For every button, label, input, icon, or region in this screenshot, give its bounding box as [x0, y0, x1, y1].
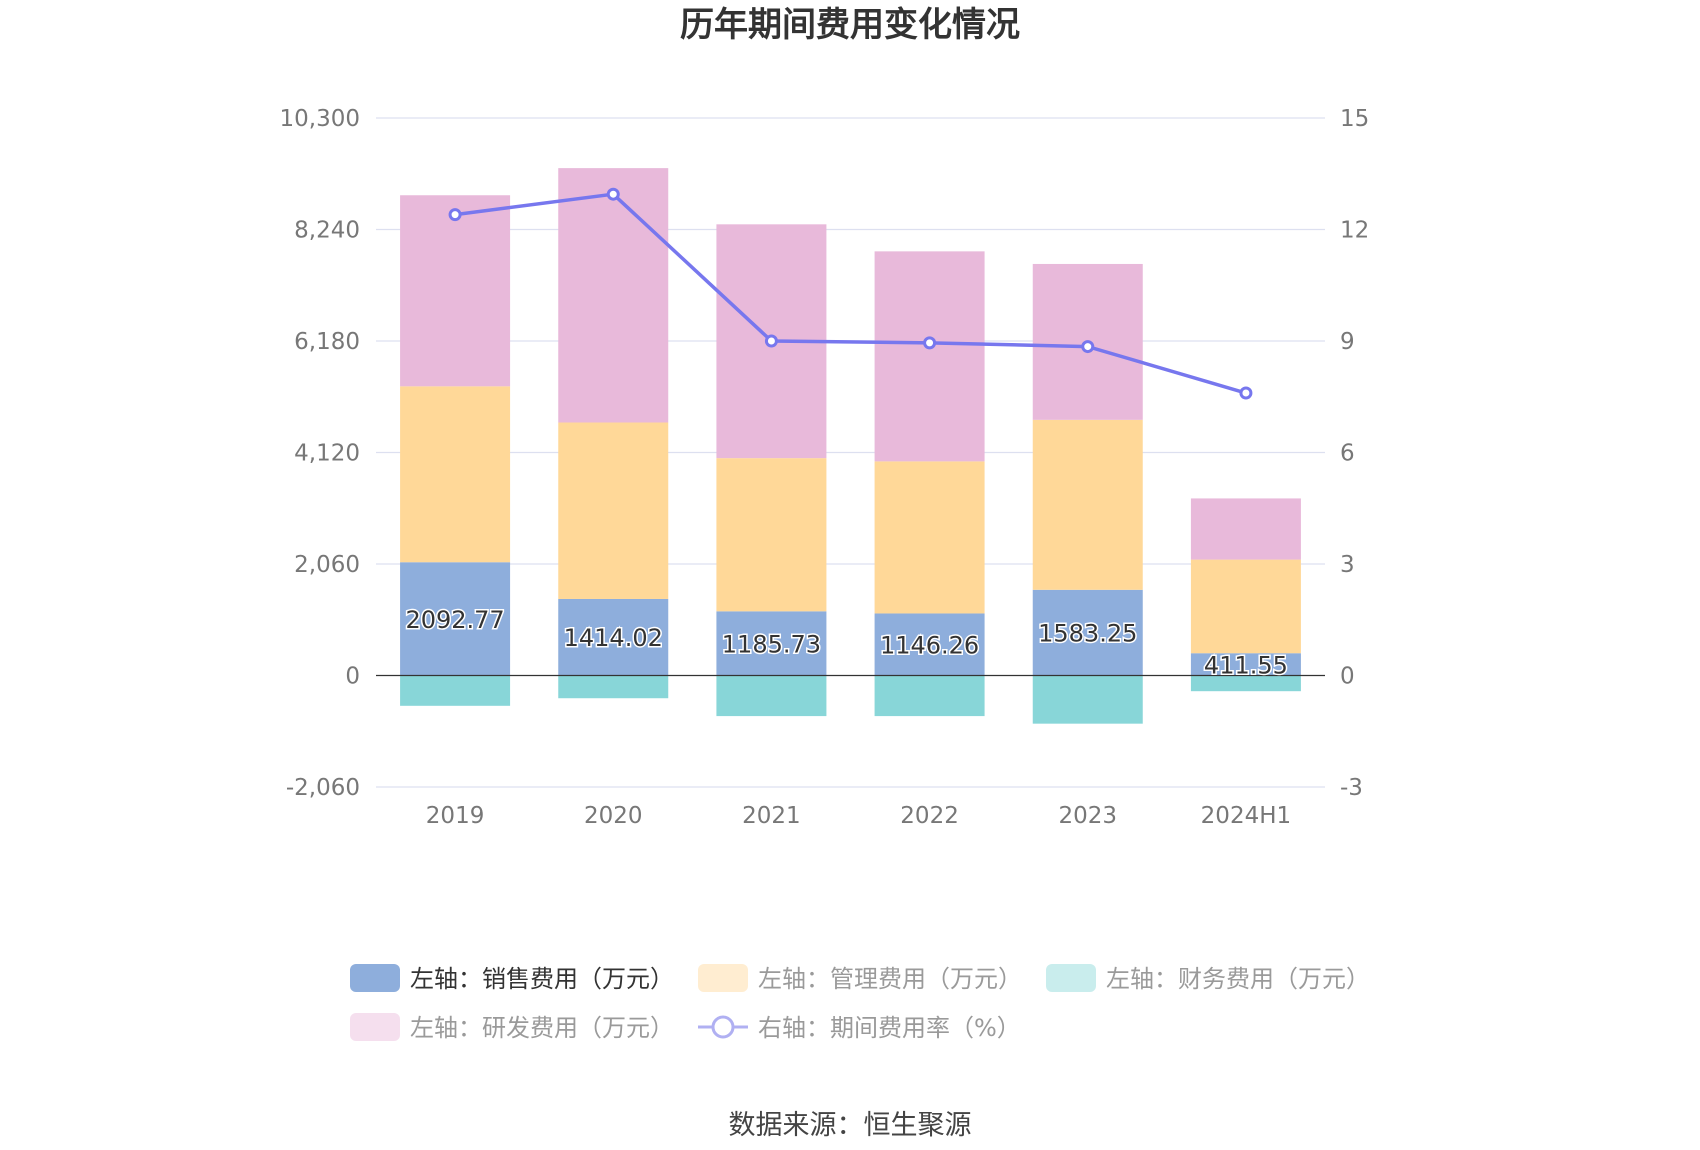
legend-item[interactable]: 左轴：财务费用（万元）: [1046, 964, 1370, 993]
bar-segment[interactable]: [1190, 675, 1301, 692]
x-axis: 2019 2020 2021 2022 2023 2024H1: [426, 803, 1291, 829]
line-series: [448, 187, 1253, 400]
source-text: 数据来源：恒生聚源: [729, 1110, 972, 1141]
legend-swatch: [698, 964, 748, 992]
bar-segment[interactable]: [716, 458, 827, 612]
bar-segment[interactable]: [874, 461, 985, 614]
left-tick-label: -2,060: [286, 775, 360, 801]
bar-segment[interactable]: [1190, 498, 1301, 560]
x-tick-label: 2024H1: [1201, 803, 1291, 829]
x-tick-label: 2022: [900, 803, 959, 829]
rate-point[interactable]: [764, 334, 778, 348]
right-tick-label: 6: [1340, 441, 1355, 467]
legend-item[interactable]: 左轴：研发费用（万元）: [350, 1013, 674, 1042]
bar-segment[interactable]: [400, 386, 511, 563]
right-tick-label: 15: [1340, 106, 1369, 132]
bar-labels: 2092.77 1414.02 1185.73 1146.26 1583.25 411.5…: [404, 604, 1289, 680]
legend-swatch: [350, 964, 400, 992]
left-tick-label: 2,060: [294, 552, 360, 578]
legend-label: 左轴：财务费用（万元）: [1106, 965, 1370, 993]
bar-data-label: 1185.73: [722, 630, 821, 658]
bar-segment[interactable]: [1032, 589, 1143, 676]
legend-label: 左轴：管理费用（万元）: [758, 965, 1022, 993]
bar-segment[interactable]: [400, 562, 511, 676]
bar-segment[interactable]: [558, 598, 669, 676]
bar-data-label: 2092.77: [405, 606, 504, 634]
rate-point[interactable]: [448, 208, 462, 222]
right-tick-label: 0: [1340, 664, 1355, 690]
right-axis: 15 12 9 6 3 0 -3: [1340, 106, 1369, 801]
legend-label: 右轴：期间费用率（%）: [758, 1014, 1021, 1042]
bars: [400, 168, 1301, 724]
bar-data-label: 1146.26: [880, 631, 979, 659]
bar-segment[interactable]: [874, 675, 985, 717]
legend-item[interactable]: 右轴：期间费用率（%）: [698, 1014, 1021, 1042]
bar-segment[interactable]: [1190, 559, 1301, 654]
bar-segment[interactable]: [716, 611, 827, 676]
legend-label: 左轴：销售费用（万元）: [410, 965, 674, 993]
bar-segment[interactable]: [1032, 675, 1143, 724]
chart-title: 历年期间费用变化情况: [680, 5, 1020, 45]
legend-marker-swatch: [711, 1015, 735, 1039]
legend-item[interactable]: 左轴：管理费用（万元）: [698, 964, 1022, 993]
right-tick-label: 9: [1340, 329, 1355, 355]
bar-segment[interactable]: [558, 675, 669, 699]
right-tick-label: 3: [1340, 552, 1355, 578]
left-tick-label: 6,180: [294, 329, 360, 355]
bar-segment[interactable]: [400, 675, 511, 706]
bar-data-label: 1583.25: [1038, 620, 1137, 648]
legend-swatch: [1046, 964, 1096, 992]
bar-segment[interactable]: [400, 195, 511, 387]
rate-point[interactable]: [606, 187, 620, 201]
bar-segment[interactable]: [874, 251, 985, 462]
legend[interactable]: 左轴：销售费用（万元） 左轴：管理费用（万元） 左轴：财务费用（万元） 左轴：研发费用…: [350, 964, 1370, 1042]
bar-segment[interactable]: [558, 422, 669, 599]
right-tick-label: 12: [1340, 218, 1369, 244]
left-tick-label: 10,300: [280, 106, 360, 132]
grid: [376, 117, 1325, 788]
bar-data-label: 411.55: [1204, 651, 1288, 679]
left-tick-label: 0: [345, 664, 360, 690]
bar-segment[interactable]: [558, 168, 669, 423]
rate-point[interactable]: [1239, 386, 1253, 400]
bar-segment[interactable]: [874, 613, 985, 676]
left-tick-label: 8,240: [294, 218, 360, 244]
bar-data-label: 1414.02: [564, 624, 663, 652]
rate-line: [454, 192, 1247, 395]
legend-label: 左轴：研发费用（万元）: [410, 1014, 674, 1042]
x-tick-label: 2020: [584, 803, 643, 829]
bar-segment[interactable]: [716, 675, 827, 717]
x-tick-label: 2021: [742, 803, 801, 829]
legend-item[interactable]: 左轴：销售费用（万元）: [350, 964, 674, 993]
left-tick-label: 4,120: [294, 441, 360, 467]
rate-point[interactable]: [923, 336, 937, 350]
right-tick-label: -3: [1340, 775, 1363, 801]
x-tick-label: 2023: [1058, 803, 1117, 829]
bar-segment[interactable]: [1032, 419, 1143, 590]
bar-segment[interactable]: [1190, 653, 1301, 676]
legend-swatch: [350, 1013, 400, 1041]
left-axis: 10,300 8,240 6,180 4,120 2,060 0 -2,060: [280, 106, 360, 801]
x-tick-label: 2019: [426, 803, 485, 829]
rate-point[interactable]: [1081, 340, 1095, 354]
